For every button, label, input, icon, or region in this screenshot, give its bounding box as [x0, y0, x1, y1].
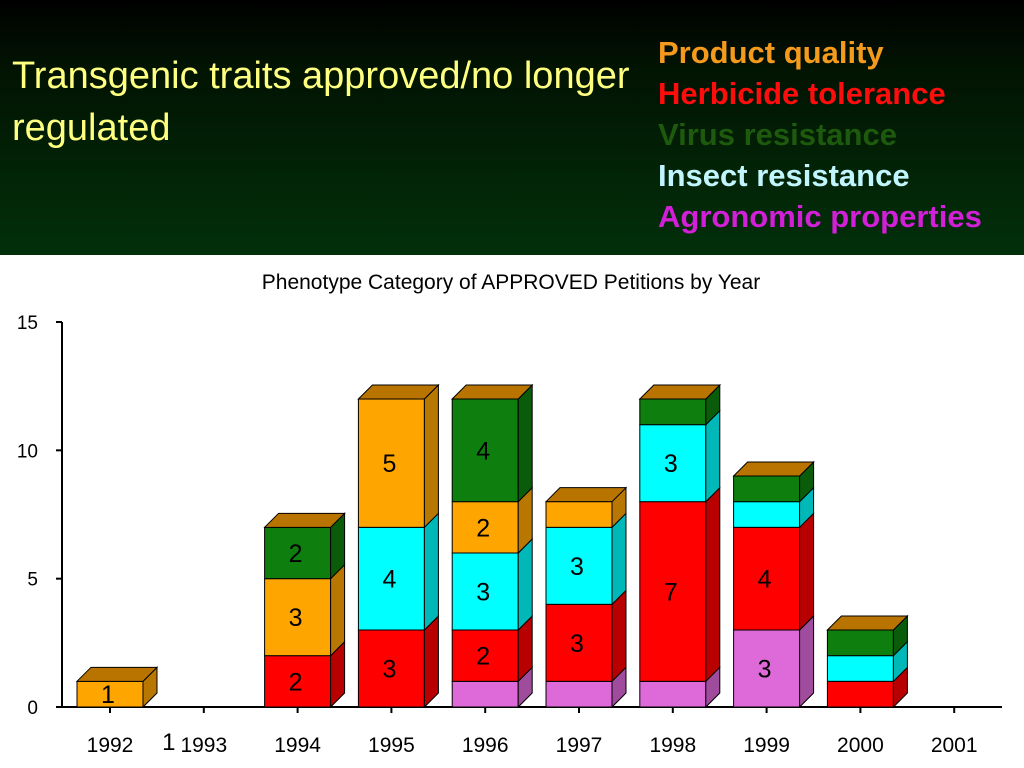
- bar-segment: [545, 501, 613, 528]
- legend-item: Agronomic properties: [658, 199, 982, 234]
- y-tick-label: 0: [27, 698, 38, 719]
- bar-segment: [545, 680, 613, 708]
- bar-segment-side: [423, 512, 439, 632]
- bar-top: [357, 384, 440, 400]
- x-tick-label: 2000: [837, 734, 884, 757]
- bar-segment-side: [799, 512, 815, 632]
- bar-top: [826, 615, 909, 631]
- legend-item: Insect resistance: [658, 158, 910, 193]
- bar-segment-side: [423, 383, 439, 529]
- segment-value-label: 2: [289, 540, 303, 568]
- bar-segment: [639, 398, 707, 426]
- segment-value-label: 3: [289, 604, 303, 632]
- bar-segment: [639, 501, 707, 682]
- segment-value-label: 2: [476, 643, 490, 671]
- bar-segment: [639, 424, 707, 503]
- bar-segment-side: [611, 512, 627, 606]
- segment-value-label: 3: [570, 630, 584, 658]
- x-tick-label: 1998: [649, 734, 696, 757]
- bar-segment-side: [517, 383, 533, 503]
- bar-segment-side: [517, 537, 533, 632]
- x-tick-label: 2001: [931, 734, 978, 757]
- bar-segment-side: [705, 409, 721, 503]
- slide-header: Transgenic traits approved/no longer reg…: [0, 0, 1024, 255]
- segment-value-label: 5: [382, 450, 396, 478]
- bar-top: [732, 461, 815, 477]
- segment-value-label: 4: [758, 566, 772, 594]
- segment-value-label: 7: [664, 579, 678, 607]
- bar-top: [450, 384, 534, 400]
- bar-top: [544, 487, 628, 503]
- bar-segment-side: [330, 563, 346, 657]
- x-tick-label: 1994: [274, 734, 321, 757]
- bar-segment: [826, 629, 894, 657]
- bar-segment: [451, 629, 519, 682]
- chart-title: Phenotype Category of APPROVED Petitions…: [262, 271, 760, 294]
- bar-top: [263, 512, 346, 528]
- bar-segment: [451, 680, 519, 708]
- legend-item: Product quality: [658, 35, 884, 70]
- bar-segment: [639, 680, 707, 708]
- bar-top: [75, 666, 159, 682]
- x-tick-label: 1996: [462, 734, 509, 757]
- segment-value-label: 3: [664, 450, 678, 478]
- segment-value-label: 2: [289, 668, 303, 696]
- bar-segment: [826, 680, 894, 708]
- bar-segment: [451, 398, 519, 503]
- bar-segment-side: [611, 589, 627, 683]
- bar-segment: [733, 629, 801, 708]
- bar-segment: [357, 398, 425, 528]
- segment-value-label: 3: [570, 553, 584, 581]
- annotation-label: 1: [162, 729, 175, 756]
- x-tick-label: 1992: [87, 734, 134, 757]
- x-tick-label: 1997: [556, 734, 603, 757]
- bar-segment-side: [423, 614, 439, 709]
- x-tick-label: 1999: [743, 734, 790, 757]
- y-tick-label: 10: [17, 441, 38, 462]
- segment-value-label: 4: [382, 566, 396, 594]
- stacked-bar-chart: Phenotype Category of APPROVED Petitions…: [17, 271, 1002, 757]
- segment-value-label: 2: [476, 514, 490, 542]
- chart-bars: [75, 383, 909, 709]
- bar-segment-side: [705, 486, 721, 683]
- y-tick-label: 15: [17, 313, 38, 334]
- segment-value-label: 1: [101, 681, 115, 709]
- bar-segment: [357, 526, 425, 631]
- bar-segment: [545, 526, 613, 605]
- bar-segment: [826, 655, 894, 682]
- segment-value-label: 3: [476, 579, 490, 607]
- bar-segment-side: [799, 614, 815, 709]
- segment-value-label: 3: [758, 656, 772, 684]
- bar-segment: [451, 501, 519, 554]
- legend-item: Herbicide tolerance: [658, 76, 946, 111]
- bar-segment: [733, 501, 801, 528]
- bar-segment: [733, 475, 801, 503]
- segment-value-label: 4: [476, 437, 490, 465]
- legend: Product quality Herbicide tolerance Virus …: [658, 32, 982, 237]
- legend-item: Virus resistance: [658, 117, 897, 152]
- bar-segment: [76, 680, 144, 708]
- segment-value-label: 3: [382, 656, 396, 684]
- bar-segment: [264, 578, 332, 657]
- y-tick-label: 5: [27, 570, 38, 591]
- slide-title: Transgenic traits approved/no longer reg…: [12, 55, 630, 149]
- chart-labels: 1 2 3 2 3 4 5 2 3 2 4 3 3 7 3 3 4 1: [101, 437, 772, 756]
- bar-segment: [451, 552, 519, 631]
- x-tick-label: 1995: [368, 734, 415, 757]
- x-tick-label: 1993: [180, 734, 227, 757]
- bar-top: [638, 384, 722, 400]
- bar-segment: [264, 526, 332, 580]
